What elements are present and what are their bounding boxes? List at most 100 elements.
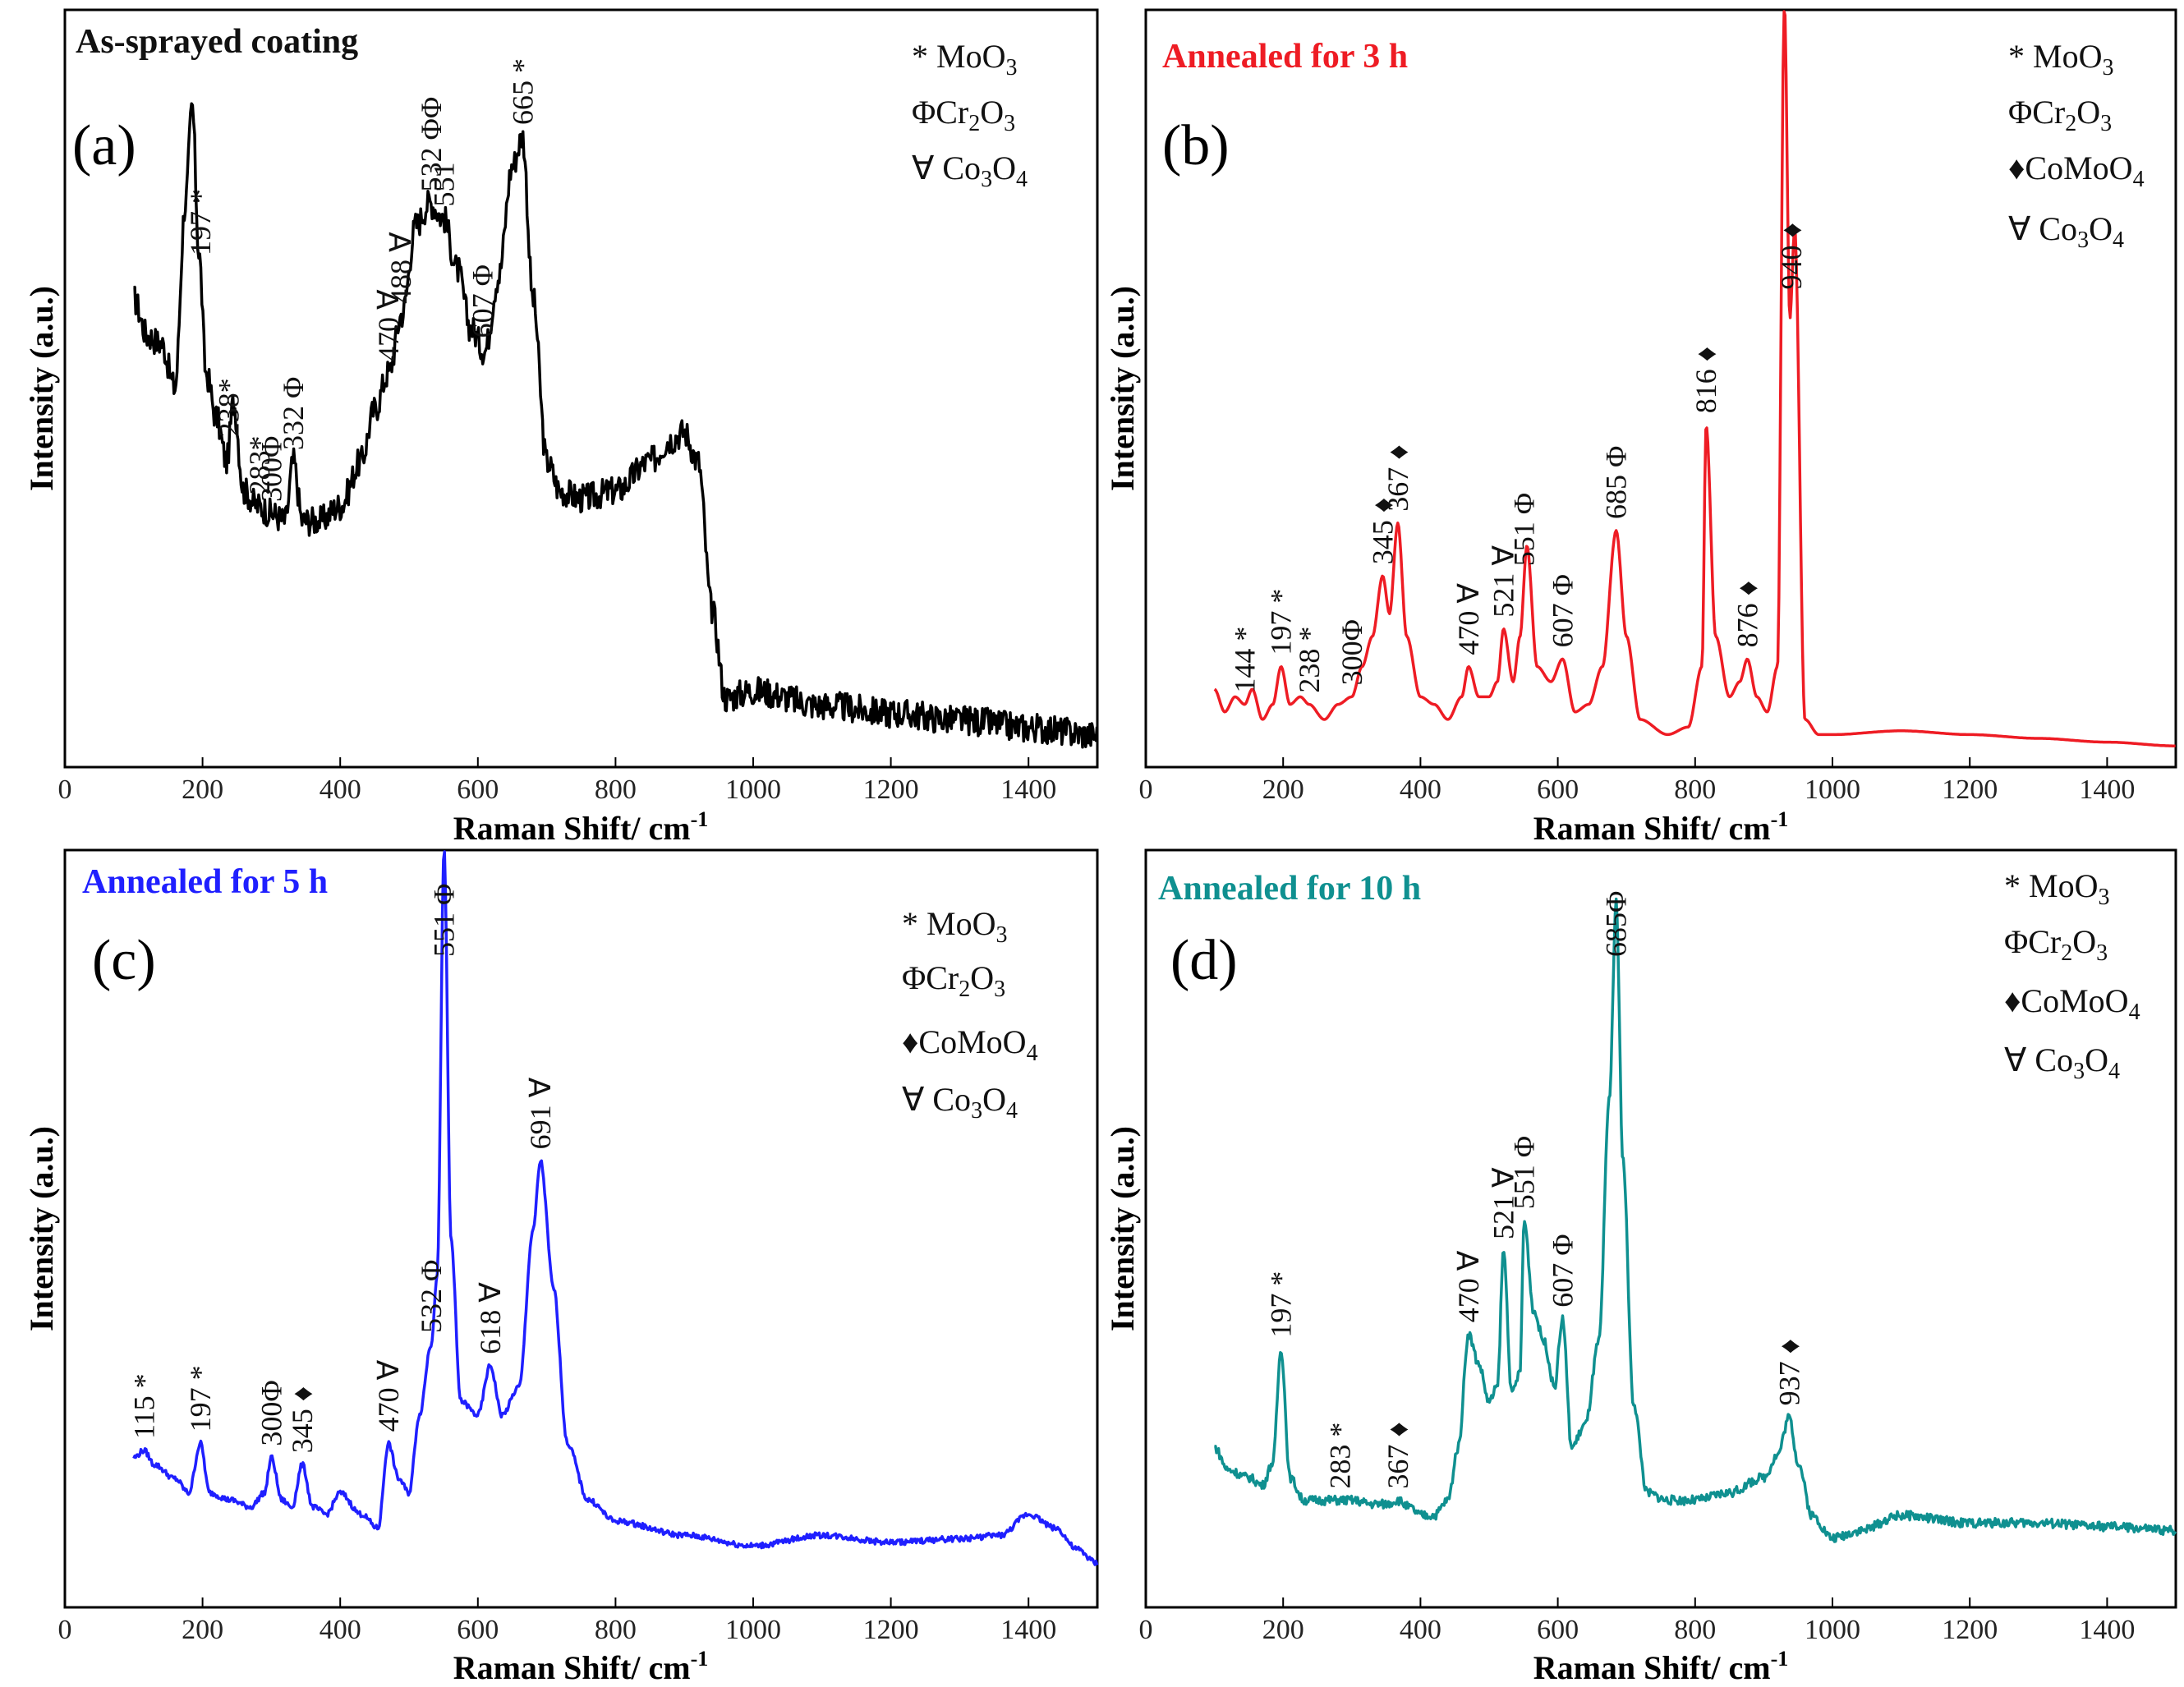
panel-label: (d) [1170,929,1238,992]
peak-label: 488 ∀ [384,232,417,304]
legend: * MoO3 ΦCr2O3 ♦CoMoO4 ∀ Co3O4 [2008,38,2145,253]
legend-co3o4: ∀ Co3O4 [2008,210,2124,253]
peak-label: 332 Φ [277,377,310,450]
x-tick-label: 200 [1262,775,1304,805]
y-axis-label: Intensity (a.u.) [1104,1126,1141,1331]
peak-label: 345 ♦ [1366,498,1399,564]
spectrum-line [132,850,1099,1566]
peak-label: 607 Φ [467,264,499,338]
x-tick-label: 800 [595,775,637,805]
y-axis-label: Intensity (a.u.) [1104,286,1141,491]
x-tick-label: 1000 [1805,775,1860,805]
panel-b: 0 200 400 600 800 1000 1200 1400 144 *197 *238 … [1104,8,2177,847]
x-tick-label: 200 [1262,1615,1304,1645]
panel-label: (c) [92,929,156,992]
spectrum-line [133,102,1099,749]
x-ticks: 0 200 400 600 800 1000 1200 1400 [1139,757,2135,805]
peak-label: 532 ΦΦ [415,97,448,192]
spectrum-line [1214,897,2177,1543]
legend-co3o4: ∀ Co3O4 [902,1081,1018,1124]
peak-label: 238 * [1293,627,1326,693]
plot-frame [63,848,1099,1609]
peak-label: 521 ∀ [1487,545,1520,618]
peak-label: 470 ∀ [1452,583,1485,655]
x-ticks: 0 200 400 600 800 1000 1200 1400 [1139,1597,2135,1645]
peak-labels: 144 *197 *238 * 300Φ 345 ♦367 ♦ 470 ∀521 ∀5… [1228,223,1807,692]
peak-label: 283* [243,436,276,495]
plot-frame [1144,848,2177,1609]
peak-label: 367 ♦ [1382,444,1414,511]
x-tick-label: 1400 [1000,1615,1056,1645]
legend-moo3: * MoO3 [2008,38,2113,80]
peak-label: 197 * [184,189,217,255]
x-tick-label: 1000 [1805,1615,1860,1645]
peak-label: 197 * [184,1365,217,1432]
legend-cr2o3: ΦCr2O3 [2004,923,2108,966]
legend-comoo4: ♦CoMoO4 [2004,982,2140,1025]
x-tick-label: 1400 [2079,775,2135,805]
x-tick-label: 1400 [1000,775,1056,805]
legend-comoo4: ♦CoMoO4 [2008,149,2145,192]
x-tick-label: 400 [320,1615,361,1645]
peak-label: 691 ∀ [524,1077,557,1149]
x-tick-label: 600 [1537,1615,1579,1645]
spectrum-line [1213,10,2177,747]
panel-title: As-sprayed coating [76,23,358,61]
peak-label: 197 * [1265,1271,1298,1338]
x-tick-label: 600 [457,775,499,805]
peak-label: 685 Φ [1600,446,1633,519]
peak-label: 665 * [506,58,539,125]
spectrum-trace [133,102,1099,749]
panel-a: 0 200 400 600 800 1000 1200 1400 197 * 238*283*3… [23,8,1099,847]
peak-label: 937 ♦ [1772,1339,1805,1405]
spectrum-trace [132,850,1099,1566]
peak-label: 551 [428,163,461,207]
x-axis-label: Raman Shift/ cm-1 [453,1647,709,1686]
x-tick-label: 600 [457,1615,499,1645]
peak-label: 607 Φ [1547,1234,1579,1307]
x-tick-label: 800 [1674,1615,1716,1645]
peak-label: 470 ∀ [1452,1250,1485,1322]
panel-title: Annealed for 10 h [1158,870,1421,908]
peak-label: 685Φ [1600,891,1633,957]
x-tick-label: 1200 [863,1615,919,1645]
peak-label: 300Φ [255,436,287,502]
y-axis-label: Intensity (a.u.) [23,1126,60,1331]
peak-label: 300Φ [1336,619,1368,685]
x-ticks: 0 200 400 600 800 1000 1200 1400 [58,1597,1056,1645]
x-tick-label: 1000 [725,775,781,805]
y-axis-label: Intensity (a.u.) [23,286,60,491]
x-tick-label: 400 [1400,775,1441,805]
x-tick-label: 400 [1400,1615,1441,1645]
legend-cr2o3: ΦCr2O3 [902,959,1005,1002]
x-tick-label: 1200 [863,775,919,805]
plot-frame [1144,8,2177,769]
peak-label: 551 Φ [1508,1136,1541,1209]
legend: * MoO3 ΦCr2O3 ∀ Co3O4 [912,38,1028,192]
spectrum-trace [1214,897,2177,1543]
x-axis-label: Raman Shift/ cm-1 [453,807,709,847]
legend-co3o4: ∀ Co3O4 [2004,1041,2120,1084]
x-tick-label: 0 [1139,775,1153,805]
legend-moo3: * MoO3 [2004,867,2109,910]
x-axis-label: Raman Shift/ cm-1 [1533,1647,1789,1686]
spectrum-trace [1213,10,2177,747]
legend-cr2o3: ΦCr2O3 [912,94,1015,136]
x-ticks: 0 200 400 600 800 1000 1200 1400 [58,757,1056,805]
panel-title: Annealed for 5 h [82,863,328,901]
x-tick-label: 400 [320,775,361,805]
x-tick-label: 1200 [1942,775,1998,805]
legend-moo3: * MoO3 [912,38,1017,80]
peak-label: 618 ∀ [474,1282,507,1354]
peak-label: 345 ♦ [286,1386,319,1453]
x-tick-label: 800 [1674,775,1716,805]
x-tick-label: 1400 [2079,1615,2135,1645]
x-tick-label: 1200 [1942,1615,1998,1645]
peak-label: 551 Φ [428,884,461,957]
x-tick-label: 1000 [725,1615,781,1645]
panel-label: (b) [1162,114,1230,177]
peak-label: 816 ♦ [1690,347,1722,413]
legend-moo3: * MoO3 [902,905,1007,948]
x-tick-label: 0 [58,1615,72,1645]
